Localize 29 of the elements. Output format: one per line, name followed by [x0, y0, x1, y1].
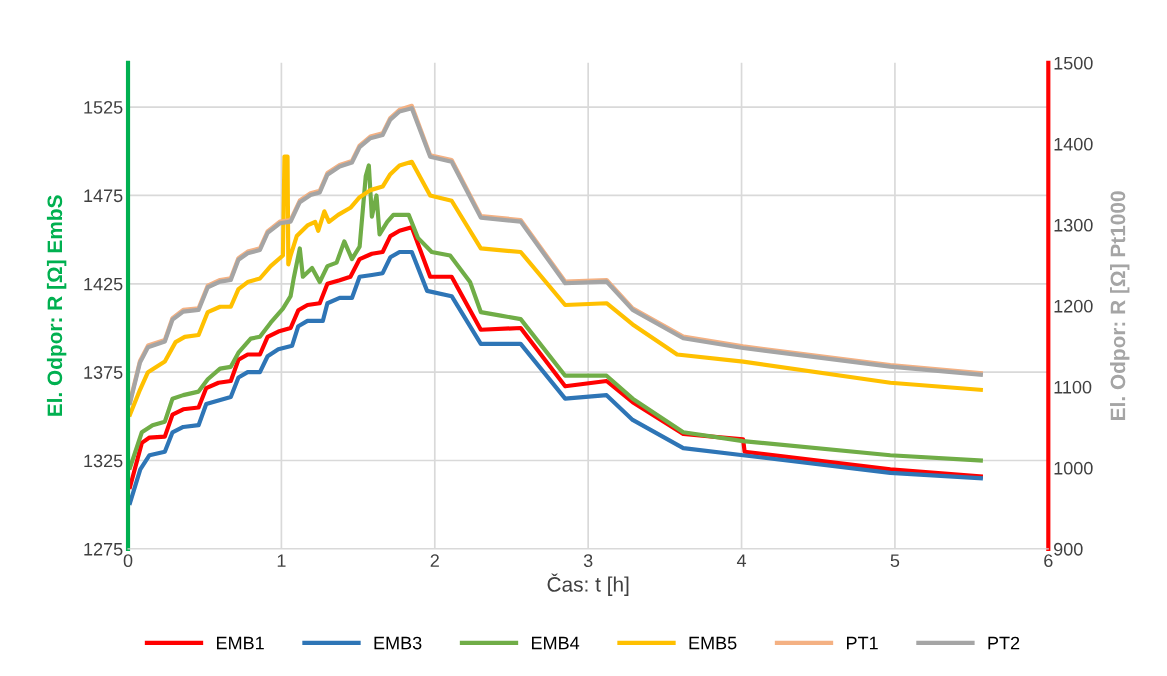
- y-tick-label: 1275: [84, 542, 123, 556]
- x-tick-label: 3: [583, 554, 593, 568]
- x-tick-label: 4: [736, 554, 747, 567]
- y2-tick-label: 1300: [1054, 218, 1093, 232]
- x-tick-label: 6: [1044, 554, 1053, 568]
- legend-label: EMB5: [689, 636, 737, 650]
- y2-tick-label: 1400: [1054, 137, 1093, 151]
- x-tick-label: 2: [430, 554, 439, 567]
- legend-label: PT1: [847, 636, 878, 650]
- x-tick-label: 5: [890, 554, 900, 568]
- y2-tick-label: 1500: [1054, 56, 1093, 70]
- y-tick-label: 1425: [84, 277, 123, 291]
- y-tick-label: 1475: [84, 189, 123, 203]
- x-axis-title: Čas: t [h]: [547, 573, 629, 596]
- y2-tick-label: 900: [1054, 542, 1083, 556]
- y2-tick-label: 1200: [1054, 299, 1093, 313]
- legend-label: EMB4: [532, 636, 580, 650]
- y2-tick-label: 1100: [1054, 380, 1092, 394]
- x-tick-label: 0: [123, 554, 133, 568]
- y2-tick-label: 1000: [1054, 461, 1093, 475]
- y2-axis-title: El. Odpor: R [Ω] Pt1000: [1110, 191, 1130, 420]
- x-tick-label: 1: [277, 554, 286, 567]
- legend-label: EMB3: [374, 636, 422, 650]
- y-tick-label: 1325: [84, 454, 123, 468]
- legend-label: EMB1: [217, 636, 264, 650]
- legend-label: PT2: [988, 636, 1020, 650]
- y-axis-title: El. Odpor: R [Ω] EmbS: [46, 195, 67, 416]
- y-tick-label: 1375: [84, 366, 123, 379]
- y-tick-label: 1525: [84, 100, 123, 114]
